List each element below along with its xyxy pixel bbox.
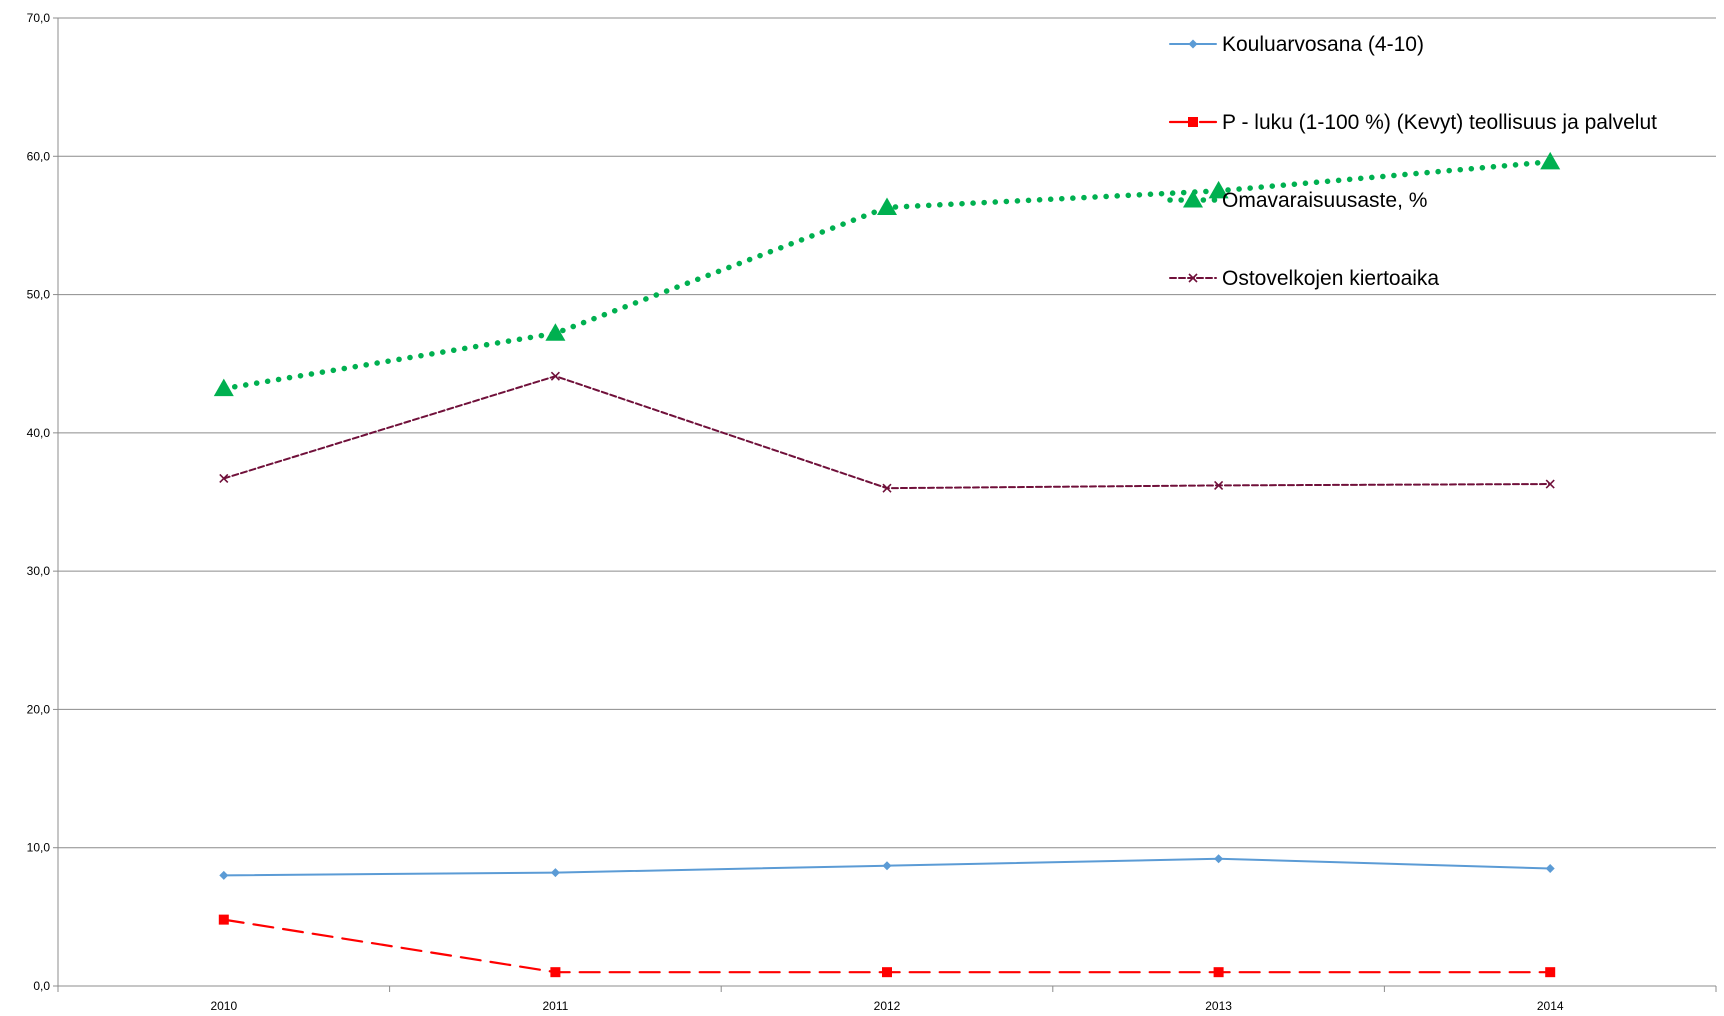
gridlines: [58, 17, 1716, 849]
data-point-marker: [1188, 273, 1198, 283]
data-point-marker: [550, 371, 560, 381]
legend-item: Kouluarvosana (4-10): [1169, 33, 1424, 56]
y-tick-label: 20,0: [27, 702, 51, 716]
y-tick-label: 0,0: [33, 979, 50, 993]
series-group: [218, 914, 1556, 978]
data-point-marker: [1208, 180, 1229, 199]
data-point-marker: [1540, 151, 1561, 170]
legend-item: Ostovelkojen kiertoaika: [1169, 267, 1439, 290]
series-group: [213, 151, 1561, 397]
data-point-marker: [1188, 117, 1198, 127]
data-point-marker: [550, 967, 561, 978]
data-point-marker: [219, 870, 229, 880]
x-tick-label: 2012: [874, 999, 901, 1013]
legend-item: Omavaraisuusaste, %: [1167, 189, 1427, 212]
data-point-marker: [1545, 863, 1555, 873]
y-tick-label: 50,0: [27, 288, 51, 302]
data-point-marker: [545, 323, 566, 341]
series-group: [219, 371, 1555, 493]
y-tick-label: 60,0: [27, 149, 51, 163]
y-tick-label: 10,0: [27, 841, 51, 855]
y-tick-label: 40,0: [27, 426, 51, 440]
legend-label: Ostovelkojen kiertoaika: [1222, 267, 1439, 290]
legend-label: P - luku (1-100 %) (Kevyt) teollisuus ja…: [1222, 111, 1657, 134]
axes: 0,0 10,0 20,0 30,0 40,0 50,0 60,0 70,0 2010 2011 2…: [27, 11, 1717, 1013]
data-point-marker: [882, 967, 892, 978]
legend-label: Omavaraisuusaste, %: [1222, 189, 1427, 212]
series-group: [219, 854, 1555, 880]
data-point-marker: [1214, 480, 1224, 490]
x-tick-label: 2014: [1537, 999, 1564, 1013]
data-point-marker: [550, 868, 560, 878]
data-point-marker: [1213, 967, 1224, 978]
data-point-marker: [1214, 854, 1224, 864]
data-point-marker: [1188, 39, 1198, 49]
data-point-marker: [213, 378, 234, 397]
series-lines: [213, 151, 1561, 978]
y-tick-label: 30,0: [27, 564, 51, 578]
data-point-marker: [877, 197, 897, 215]
data-point-marker: [1545, 967, 1556, 978]
x-tick-label: 2010: [210, 999, 237, 1013]
data-point-marker: [1545, 479, 1555, 489]
data-point-marker: [1183, 190, 1203, 208]
y-tick-label: 70,0: [27, 11, 51, 25]
legend-label: Kouluarvosana (4-10): [1222, 33, 1424, 56]
data-point-marker: [218, 914, 229, 925]
legend: Kouluarvosana (4-10) P - luku (1-100 %) (…: [1167, 33, 1657, 290]
x-tick-label: 2011: [542, 999, 568, 1013]
data-point-marker: [882, 483, 892, 493]
x-tick-label: 2013: [1205, 999, 1232, 1013]
data-point-marker: [219, 473, 229, 484]
legend-item: P - luku (1-100 %) (Kevyt) teollisuus ja…: [1168, 111, 1657, 134]
data-point-marker: [882, 861, 892, 871]
